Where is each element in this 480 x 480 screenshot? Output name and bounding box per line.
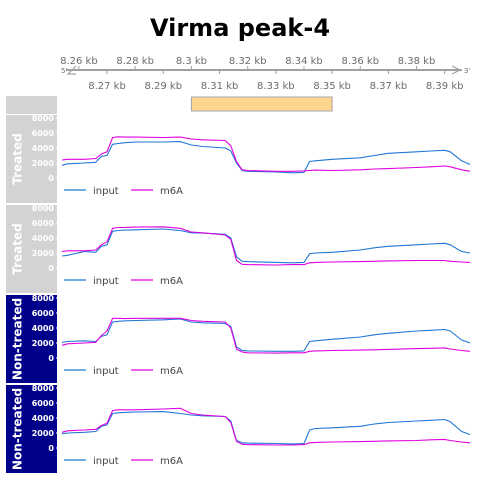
legend-label-m6a: m6A (160, 366, 183, 377)
genome-top-tick-label: 8.38 kb (398, 56, 436, 67)
genome-top-tick-label: 8.28 kb (116, 56, 154, 67)
panel-sample-label: Non-treated (11, 298, 25, 380)
y-tick-label: 4000 (32, 234, 55, 243)
genome-bottom-tick-label: 8.35 kb (313, 81, 351, 92)
legend-label-input: input (93, 366, 119, 377)
y-tick-label: 4000 (32, 144, 55, 153)
genome-bottom-tick-label: 8.27 kb (88, 81, 126, 92)
genome-top-tick-label: 8.32 kb (229, 56, 267, 67)
panel-sample-label: Non-treated (11, 388, 25, 470)
peak-region-bar (191, 97, 332, 111)
panel-sample-label: Treated (11, 133, 25, 185)
legend-label-input: input (93, 456, 119, 467)
series-line-m6a (62, 318, 470, 353)
y-tick-label: 0 (48, 174, 54, 183)
strand-5prime-label: 5' (61, 67, 67, 75)
legend-label-input: input (93, 186, 119, 197)
legend-label-input: input (93, 276, 119, 287)
genome-bottom-tick-label: 8.29 kb (144, 81, 182, 92)
panel-sample-label: Treated (11, 223, 25, 275)
y-tick-label: 6000 (32, 219, 55, 228)
series-line-m6a (62, 408, 470, 445)
y-tick-label: 2000 (32, 159, 55, 168)
y-tick-label: 0 (48, 354, 54, 363)
genome-bottom-tick-label: 8.31 kb (201, 81, 239, 92)
genome-bottom-tick-label: 8.39 kb (426, 81, 464, 92)
series-line-input (62, 229, 470, 263)
y-tick-label: 8000 (32, 294, 55, 303)
legend-label-m6a: m6A (160, 456, 183, 467)
y-tick-label: 4000 (32, 324, 55, 333)
genome-top-tick-label: 8.34 kb (285, 56, 323, 67)
y-tick-label: 8000 (32, 204, 55, 213)
y-tick-label: 2000 (32, 429, 55, 438)
peak-track-label-box (6, 96, 57, 114)
genome-top-tick-label: 8.26 kb (60, 56, 98, 67)
series-line-m6a (62, 137, 470, 172)
y-tick-label: 4000 (32, 414, 55, 423)
y-tick-label: 6000 (32, 399, 55, 408)
legend-label-m6a: m6A (160, 186, 183, 197)
series-line-input (62, 412, 470, 444)
y-tick-label: 6000 (32, 129, 55, 138)
y-tick-label: 2000 (32, 249, 55, 258)
series-line-m6a (62, 227, 470, 265)
legend-label-m6a: m6A (160, 276, 183, 287)
y-tick-label: 6000 (32, 309, 55, 318)
genome-top-tick-label: 8.36 kb (341, 56, 379, 67)
y-tick-label: 8000 (32, 384, 55, 393)
genome-top-tick-label: 8.3 kb (176, 56, 207, 67)
y-tick-label: 2000 (32, 339, 55, 348)
y-tick-label: 0 (48, 444, 54, 453)
y-tick-label: 0 (48, 264, 54, 273)
series-line-input (62, 319, 470, 351)
genome-bottom-tick-label: 8.37 kb (370, 81, 408, 92)
y-tick-label: 8000 (32, 114, 55, 123)
genome-bottom-tick-label: 8.33 kb (257, 81, 295, 92)
strand-3prime-label: 3' (464, 67, 470, 75)
